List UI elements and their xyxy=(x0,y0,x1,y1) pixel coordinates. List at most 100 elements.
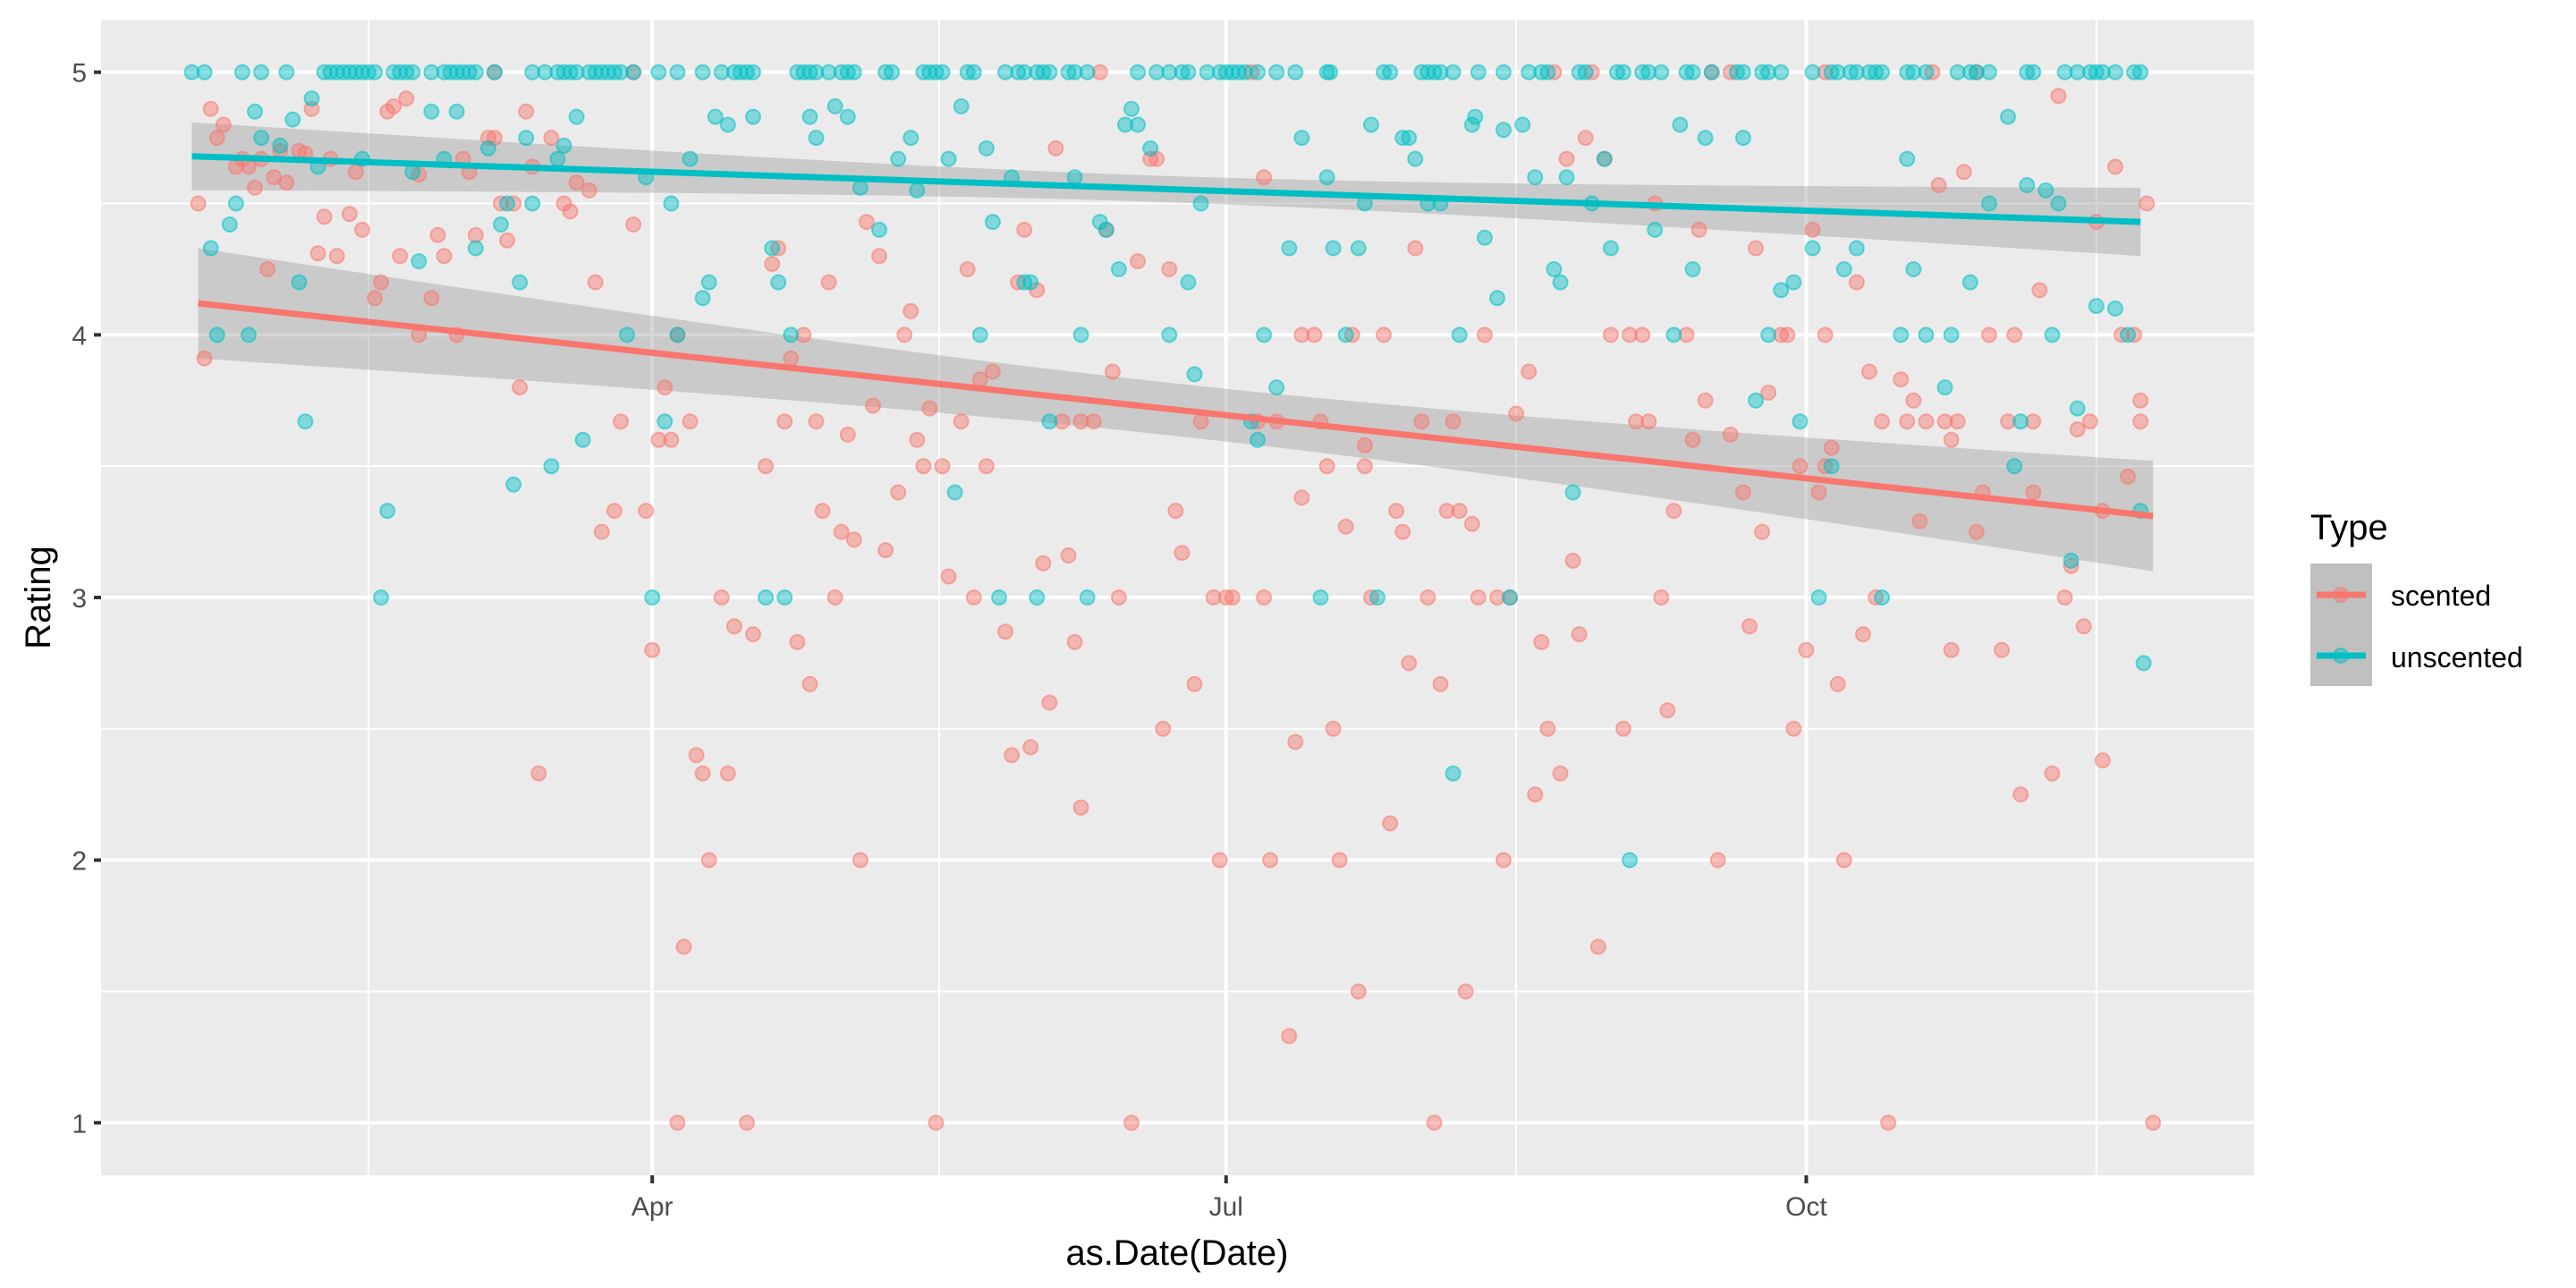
unscented-point xyxy=(1079,589,1096,606)
unscented-point xyxy=(2094,64,2111,80)
unscented-point xyxy=(1684,64,1701,80)
y-tick-label: 1 xyxy=(72,1109,87,1139)
unscented-point xyxy=(1848,64,1865,80)
scented-point xyxy=(1167,503,1184,520)
unscented-point xyxy=(1665,326,1682,343)
unscented-point xyxy=(1192,195,1209,212)
scented-regression-line xyxy=(198,300,2154,520)
scented-point xyxy=(725,618,742,635)
scented-point xyxy=(845,531,862,548)
unscented-point xyxy=(1029,589,1046,606)
unscented-point xyxy=(1773,282,1790,299)
unscented-point xyxy=(555,137,572,154)
unscented-point xyxy=(2038,182,2055,199)
scented-point xyxy=(783,350,800,367)
y-axis: 1 2 3 4 5 xyxy=(72,59,101,1139)
unscented-point xyxy=(2106,301,2123,317)
unscented-point xyxy=(2056,64,2073,80)
unscented-point xyxy=(1130,116,1147,133)
unscented-point xyxy=(1041,64,1058,80)
scented-point xyxy=(795,326,812,343)
unscented-point xyxy=(1577,64,1594,80)
scented-point xyxy=(928,1114,945,1131)
scented-point xyxy=(713,589,730,606)
scented-point xyxy=(1874,413,1890,430)
unscented-point xyxy=(448,103,465,120)
scented-point xyxy=(2012,786,2029,803)
unscented-point xyxy=(1445,64,1462,80)
y-axis-title: Rating xyxy=(19,546,58,649)
unscented-point xyxy=(1899,150,1916,167)
scented-point xyxy=(1016,221,1033,238)
scented-point xyxy=(1091,64,1108,80)
unscented-point xyxy=(1823,458,1840,475)
scented-point xyxy=(215,116,232,133)
unscented-point xyxy=(367,64,383,80)
scented-point xyxy=(1823,439,1840,456)
scented-point xyxy=(997,623,1013,640)
unscented-point xyxy=(1647,221,1664,238)
unscented-point xyxy=(758,589,775,606)
unscented-point xyxy=(1558,169,1575,186)
scented-point xyxy=(814,503,831,520)
unscented-point xyxy=(512,274,529,291)
x-tick-label: Apr xyxy=(631,1192,674,1222)
scented-point xyxy=(1709,852,1726,869)
unscented-point xyxy=(719,116,736,133)
scented-point xyxy=(1072,799,1089,816)
scented-point xyxy=(518,103,535,120)
unscented-point xyxy=(2106,64,2123,80)
unscented-point xyxy=(783,326,800,343)
unscented-point xyxy=(1874,589,1890,606)
scented-point xyxy=(1085,413,1102,430)
unscented-point xyxy=(253,64,270,80)
unscented-point xyxy=(1407,150,1424,167)
unscented-point xyxy=(1968,64,1985,80)
unscented-point xyxy=(2044,326,2061,343)
scented-point xyxy=(1489,589,1505,606)
scented-point xyxy=(1722,426,1739,443)
scented-point xyxy=(530,765,547,782)
scented-point xyxy=(241,158,257,175)
unscented-point xyxy=(808,64,825,80)
scented-point xyxy=(202,100,219,117)
scented-point xyxy=(1022,739,1039,756)
scented-point xyxy=(1829,675,1846,692)
unscented-point xyxy=(1496,122,1512,139)
unscented-point xyxy=(1602,240,1619,257)
scented-point xyxy=(1356,458,1373,475)
unscented-point xyxy=(568,108,585,125)
unscented-point xyxy=(934,64,951,80)
scented-point xyxy=(1451,503,1468,520)
x-axis-title: as.Date(Date) xyxy=(1066,1233,1289,1273)
unscented-point xyxy=(700,274,717,291)
unscented-point xyxy=(909,182,926,199)
scented-point xyxy=(2106,158,2123,175)
scented-point xyxy=(808,413,825,430)
scented-point xyxy=(1130,253,1147,270)
scented-point xyxy=(682,413,699,430)
unscented-regression-line xyxy=(191,153,2141,225)
unscented-point xyxy=(549,150,566,167)
unscented-point xyxy=(524,195,541,212)
unscented-point xyxy=(820,64,837,80)
unscented-point xyxy=(644,589,661,606)
unscented-point xyxy=(1552,274,1569,291)
scented-point xyxy=(367,290,383,307)
scented-point xyxy=(587,274,604,291)
unscented-point xyxy=(241,326,257,343)
scented-point xyxy=(700,852,717,869)
scented-point xyxy=(1741,618,1758,635)
scented-point xyxy=(1413,413,1430,430)
unscented-point xyxy=(1148,64,1165,80)
unscented-point xyxy=(625,64,642,80)
unscented-point xyxy=(1022,274,1039,291)
scented-point xyxy=(1438,503,1455,520)
scented-point xyxy=(190,195,207,212)
unscented-point xyxy=(1293,130,1310,147)
scented-point xyxy=(2132,392,2149,409)
scented-point xyxy=(1521,363,1538,380)
unscented-point xyxy=(1180,274,1197,291)
unscented-point xyxy=(1369,589,1385,606)
scented-point xyxy=(1943,641,1960,658)
